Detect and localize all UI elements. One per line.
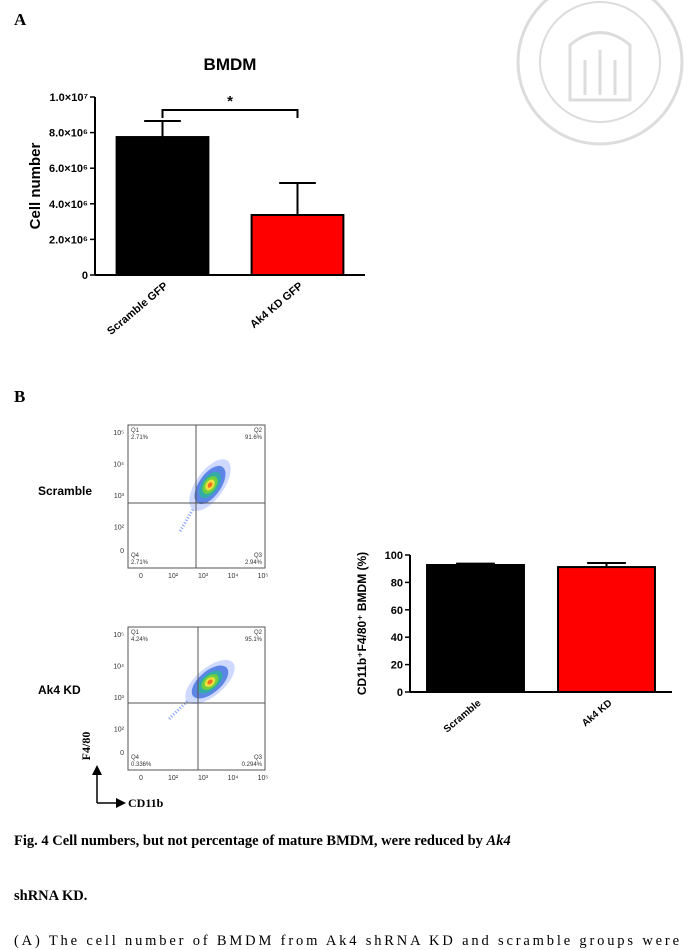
quadrant-percent: 2.94% <box>245 560 263 566</box>
y-tick-label: 8.0×10⁶ <box>49 128 88 140</box>
flow-axes-arrows <box>92 765 126 808</box>
density-layer <box>207 482 213 488</box>
x-tick-label: 10³ <box>198 573 209 580</box>
y-tick-label: 6.0×10⁶ <box>49 163 88 175</box>
x-tick-label: 10² <box>168 775 179 782</box>
quadrant-percent: 0.336% <box>131 762 152 768</box>
x-tick-label: 10² <box>168 573 179 580</box>
tail-dots <box>168 700 189 720</box>
x-tick-label: 0 <box>139 573 143 580</box>
density-layer <box>207 679 213 685</box>
flow-x-label: CD11b <box>128 796 164 810</box>
caption-title: shRNA KD. <box>14 888 87 904</box>
quadrant-name: Q3 <box>254 755 263 761</box>
sample-label: Ak4 KD <box>38 683 81 697</box>
y-tick-label: 2.0×10⁶ <box>49 234 88 246</box>
y-axis-label: Cell number <box>27 142 44 229</box>
y-tick-label: 80 <box>391 577 403 589</box>
y-tick-label: 0 <box>82 270 88 282</box>
sample-label: Scramble <box>38 484 92 498</box>
quadrant-percent: 91.6% <box>245 435 263 441</box>
y-tick-label: 100 <box>385 550 403 562</box>
y-tick-label: 1.0×10⁷ <box>50 92 89 104</box>
y-tick-label: 10⁵ <box>113 632 124 639</box>
caption-title: Fig. 4 Cell numbers, but not percentage … <box>14 833 511 849</box>
density-plot <box>178 459 231 532</box>
x-tick-label: 10⁴ <box>228 775 239 782</box>
quadrant-name: Q1 <box>131 630 140 636</box>
watermark-seal <box>516 0 684 146</box>
x-tick-label: 10³ <box>198 775 209 782</box>
y-tick-label: 4.0×10⁶ <box>49 199 88 211</box>
panel-label: B <box>14 387 25 406</box>
quadrant-percent: 2.71% <box>131 435 149 441</box>
bar <box>557 566 656 694</box>
x-tick-label: 0 <box>139 775 143 782</box>
significance-bracket <box>161 109 299 118</box>
chart-title: BMDM <box>204 55 257 74</box>
quadrant-percent: 95.1% <box>245 637 263 643</box>
y-tick-label: 40 <box>391 632 403 644</box>
y-tick-label: 10² <box>114 727 125 734</box>
quadrant-name: Q3 <box>254 553 263 559</box>
y-tick-label: 10⁴ <box>113 462 124 469</box>
bar <box>426 564 525 693</box>
significance-label: * <box>227 93 233 110</box>
y-tick-label: 10² <box>114 525 125 532</box>
bar <box>250 214 345 277</box>
quadrant-name: Q4 <box>131 755 140 761</box>
tail-dots <box>178 508 195 532</box>
y-tick-label: 0 <box>397 687 403 699</box>
bar <box>115 136 210 276</box>
y-tick-label: 10⁴ <box>113 664 124 671</box>
x-tick-label: 10⁵ <box>258 573 269 580</box>
caption-text: Fig. 4 Cell numbers, but not percentage … <box>14 833 487 849</box>
y-tick-label: 10³ <box>114 493 125 500</box>
x-tick-label: 10⁵ <box>258 775 269 782</box>
quadrant-name: Q2 <box>254 630 263 636</box>
y-tick-label: 10⁵ <box>113 430 124 437</box>
y-tick-label: 0 <box>120 548 124 555</box>
x-tick-label: 10⁴ <box>228 573 239 580</box>
plot-frame <box>127 626 266 771</box>
y-tick-label: 10³ <box>114 695 125 702</box>
caption-gene: Ak4 <box>486 833 511 849</box>
y-tick-label: 60 <box>391 605 403 617</box>
quadrant-name: Q2 <box>254 428 263 434</box>
flow-y-label: F4/80 <box>79 732 93 761</box>
quadrant-name: Q4 <box>131 553 140 559</box>
y-axis-label: CD11b⁺F4/80⁺ BMDM (%) <box>355 552 369 695</box>
quadrant-name: Q1 <box>131 428 140 434</box>
quadrant-percent: 4.24% <box>131 637 149 643</box>
panel-label: A <box>14 10 27 29</box>
y-tick-label: 0 <box>120 750 124 757</box>
quadrant-percent: 2.71% <box>131 560 149 566</box>
quadrant-percent: 0.294% <box>242 762 263 768</box>
y-tick-label: 20 <box>391 660 403 672</box>
